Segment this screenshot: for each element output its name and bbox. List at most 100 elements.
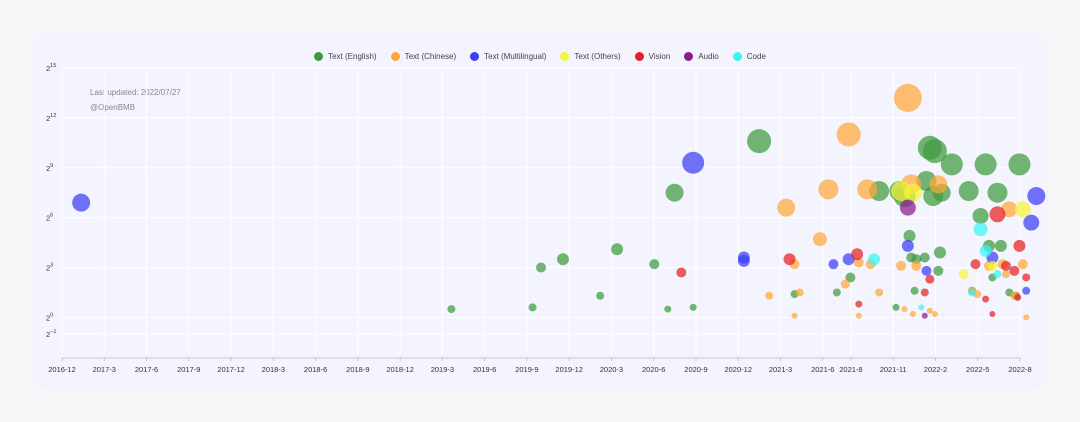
data-point[interactable] bbox=[994, 239, 1007, 252]
data-point[interactable] bbox=[1022, 286, 1031, 295]
data-point[interactable] bbox=[689, 303, 697, 311]
data-point[interactable] bbox=[832, 288, 841, 297]
data-point[interactable] bbox=[665, 183, 684, 202]
data-point[interactable] bbox=[918, 304, 925, 311]
data-point[interactable] bbox=[596, 291, 605, 300]
data-point[interactable] bbox=[611, 243, 624, 256]
data-point[interactable] bbox=[1014, 293, 1022, 301]
x-tick-label: 2017-9 bbox=[177, 365, 200, 374]
data-point[interactable] bbox=[922, 139, 947, 164]
data-point[interactable] bbox=[528, 303, 537, 312]
data-point[interactable] bbox=[958, 181, 979, 202]
data-point[interactable] bbox=[919, 252, 930, 263]
legend-label: Audio bbox=[698, 52, 719, 61]
data-point[interactable] bbox=[812, 232, 827, 247]
data-point[interactable] bbox=[987, 182, 1008, 203]
data-point[interactable] bbox=[929, 175, 948, 194]
legend-item-3[interactable]: Text (Others) bbox=[560, 52, 621, 61]
data-point[interactable] bbox=[982, 295, 990, 303]
data-point[interactable] bbox=[1000, 260, 1011, 271]
data-point[interactable] bbox=[968, 288, 977, 297]
legend-item-6[interactable]: Code bbox=[732, 52, 766, 61]
data-point[interactable] bbox=[851, 248, 864, 261]
data-point[interactable] bbox=[1013, 239, 1026, 252]
data-point[interactable] bbox=[921, 312, 928, 319]
data-point[interactable] bbox=[893, 83, 922, 112]
data-point[interactable] bbox=[747, 129, 772, 154]
data-point[interactable] bbox=[903, 229, 916, 242]
data-point[interactable] bbox=[910, 286, 919, 295]
data-point[interactable] bbox=[836, 122, 861, 147]
data-point[interactable] bbox=[899, 199, 916, 216]
data-point[interactable] bbox=[926, 307, 933, 314]
data-point[interactable] bbox=[892, 303, 900, 311]
legend-item-4[interactable]: Vision bbox=[634, 52, 670, 61]
data-point[interactable] bbox=[987, 260, 998, 271]
data-point[interactable] bbox=[828, 259, 839, 270]
data-point[interactable] bbox=[536, 262, 546, 273]
data-point[interactable] bbox=[72, 193, 91, 212]
data-point[interactable] bbox=[933, 246, 946, 259]
data-point[interactable] bbox=[970, 259, 981, 270]
x-tick-label: 2020-9 bbox=[684, 365, 707, 374]
data-point[interactable] bbox=[903, 183, 922, 202]
data-point[interactable] bbox=[1014, 201, 1031, 218]
data-point[interactable] bbox=[1008, 153, 1031, 176]
data-point[interactable] bbox=[1009, 265, 1020, 276]
data-point[interactable] bbox=[901, 239, 914, 252]
data-point[interactable] bbox=[840, 279, 850, 289]
data-point[interactable] bbox=[925, 274, 935, 284]
x-tick-label: 2021-6 bbox=[811, 365, 834, 374]
data-point[interactable] bbox=[1027, 187, 1046, 206]
data-point[interactable] bbox=[958, 269, 969, 280]
data-point[interactable] bbox=[933, 265, 944, 276]
data-point[interactable] bbox=[765, 291, 774, 300]
data-point[interactable] bbox=[664, 305, 672, 313]
data-point[interactable] bbox=[1023, 214, 1040, 231]
data-point[interactable] bbox=[1022, 273, 1031, 282]
data-point[interactable] bbox=[783, 253, 796, 266]
data-point[interactable] bbox=[682, 151, 705, 174]
data-point[interactable] bbox=[993, 270, 1002, 279]
data-point[interactable] bbox=[901, 306, 908, 313]
data-point[interactable] bbox=[940, 153, 963, 176]
data-point[interactable] bbox=[989, 206, 1006, 223]
legend-item-5[interactable]: Audio bbox=[684, 52, 719, 61]
data-point[interactable] bbox=[845, 272, 856, 283]
data-point[interactable] bbox=[979, 244, 992, 257]
data-point[interactable] bbox=[909, 311, 916, 318]
data-point[interactable] bbox=[777, 198, 796, 217]
data-point[interactable] bbox=[855, 300, 863, 308]
legend-swatch bbox=[314, 52, 324, 61]
legend-item-0[interactable]: Text (English) bbox=[314, 52, 377, 61]
data-point[interactable] bbox=[896, 260, 907, 271]
data-point[interactable] bbox=[791, 312, 798, 319]
data-point[interactable] bbox=[911, 260, 922, 271]
data-point[interactable] bbox=[857, 179, 878, 200]
data-point[interactable] bbox=[649, 259, 660, 270]
data-point[interactable] bbox=[795, 288, 804, 297]
data-point[interactable] bbox=[973, 222, 988, 237]
data-point[interactable] bbox=[556, 253, 569, 266]
chart-notes: Last updated: 2022/07/27 @OpenBMB bbox=[90, 85, 181, 115]
data-point[interactable] bbox=[1017, 259, 1028, 270]
data-point[interactable] bbox=[972, 207, 989, 224]
data-point[interactable] bbox=[1023, 314, 1030, 321]
data-point[interactable] bbox=[868, 253, 881, 266]
series-0 bbox=[447, 129, 1031, 314]
legend-item-2[interactable]: Text (Multilingual) bbox=[470, 52, 546, 61]
data-point[interactable] bbox=[737, 254, 750, 267]
data-point[interactable] bbox=[855, 312, 862, 319]
data-point[interactable] bbox=[676, 267, 687, 278]
data-point[interactable] bbox=[447, 305, 456, 314]
data-point[interactable] bbox=[1001, 270, 1010, 279]
data-point[interactable] bbox=[875, 288, 884, 297]
y-tick-label: 212 bbox=[46, 113, 56, 123]
data-point[interactable] bbox=[974, 153, 997, 176]
data-point[interactable] bbox=[921, 265, 932, 276]
data-point[interactable] bbox=[931, 311, 938, 318]
data-point[interactable] bbox=[818, 179, 839, 200]
data-point[interactable] bbox=[989, 311, 996, 318]
data-point[interactable] bbox=[920, 288, 929, 297]
legend-item-1[interactable]: Text (Chinese) bbox=[390, 52, 456, 61]
